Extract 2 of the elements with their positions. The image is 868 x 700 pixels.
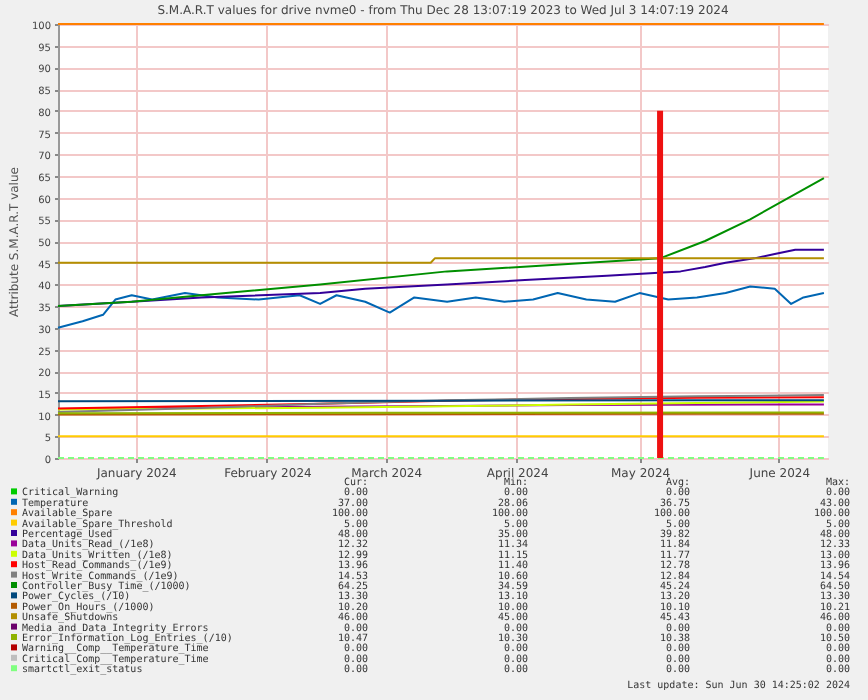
line-series (57, 177, 825, 308)
line-series (57, 285, 825, 329)
